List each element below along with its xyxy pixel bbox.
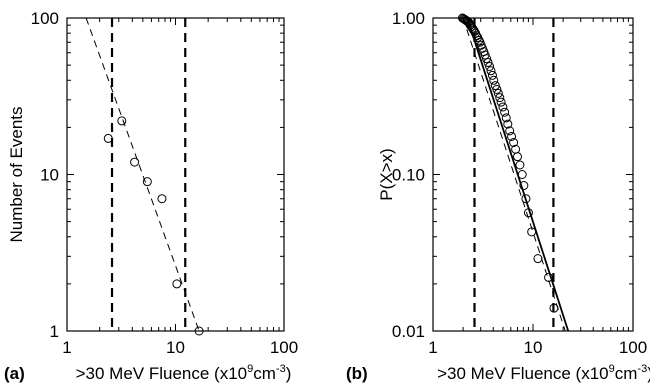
panel-b-data-point — [487, 70, 497, 80]
panel-a-x-tick-label: 10 — [166, 338, 185, 357]
panel-b-y-tick-label: 0.10 — [392, 166, 425, 185]
panel-a-y-tick-label: 1 — [50, 322, 59, 341]
panel-a-panel-label: (a) — [4, 364, 25, 383]
panel-b-data-point — [509, 138, 519, 148]
panel-b-data-point — [521, 194, 531, 204]
panel-b-y-tick-label: 0.01 — [392, 322, 425, 341]
panel-b-data-point — [519, 181, 529, 191]
panel-b-data-point — [544, 272, 554, 282]
panel-b-data-point — [490, 81, 500, 91]
panel-a-x-axis-label: >30 MeV Fluence (x109cm-3) — [76, 363, 292, 383]
panel-b-data-point — [498, 102, 508, 112]
panel-b-data-point — [483, 57, 493, 67]
panel-b-data-point — [527, 227, 537, 237]
panel-b-data-point — [465, 20, 475, 30]
panel-a-data-point — [157, 194, 167, 204]
panel-a-group: 1 10 100 1 10 100 >30 MeV Fluence (x109cm-3) Nu… — [4, 9, 298, 383]
panel-b-plot-area — [462, 18, 570, 331]
panel-b-data-point — [533, 254, 543, 264]
panel-b-x-tick-label: 1 — [428, 338, 437, 357]
panel-a-y-axis-label: Number of Events — [7, 106, 26, 242]
panel-a-ticks — [66, 18, 284, 332]
panel-a-data-point — [117, 116, 127, 126]
panel-b-data-point — [500, 107, 510, 117]
panel-b-data-point — [489, 75, 499, 85]
panel-b-data-point — [507, 131, 517, 141]
panel-a-data-point — [194, 326, 204, 336]
panel-a-fit-line — [85, 18, 200, 331]
panel-b-data-point — [511, 144, 521, 154]
panel-b-data-point — [523, 208, 533, 218]
panel-b-data-point — [486, 66, 496, 76]
panel-b-data-point — [517, 170, 527, 179]
panel-b-data-point — [513, 152, 523, 162]
panel-b-x-tick-label: 10 — [524, 338, 543, 357]
panel-b-y-tick-label: 1.00 — [392, 9, 425, 28]
panel-a-y-tick-label: 100 — [31, 9, 59, 28]
panel-a-data-point — [103, 133, 113, 143]
panel-b-y-axis-label: P(X>x) — [377, 148, 396, 200]
panel-b-x-axis-label: >30 MeV Fluence (x109cm-3) — [437, 363, 650, 383]
panel-b-data-point — [549, 303, 559, 313]
panel-a-x-tick-label: 1 — [62, 338, 71, 357]
panel-b-data-point — [493, 88, 503, 98]
panel-b-data-point — [501, 113, 511, 123]
panel-b-plot-frame — [432, 17, 634, 332]
panel-a-plot-area — [85, 18, 200, 331]
panel-b-data-point — [503, 119, 513, 129]
panel-b-data-point — [515, 160, 525, 170]
panel-b-data-point — [492, 84, 502, 94]
panel-a-x-tick-label: 100 — [270, 338, 298, 357]
panel-b-data-point — [485, 61, 495, 71]
panel-b-data-point — [505, 126, 515, 136]
panel-b-data-point — [496, 97, 506, 107]
panel-b-group: 1 10 100 0.01 0.10 1.00 >30 MeV Fluence (x109c… — [346, 9, 650, 383]
panel-b-ticks — [432, 18, 633, 332]
panel-a-y-tick-label: 10 — [40, 166, 59, 185]
panel-b-data-point — [474, 35, 484, 45]
panel-b-x-tick-label: 100 — [619, 338, 647, 357]
panel-a-data-point — [172, 279, 182, 289]
panel-b-data-point — [495, 93, 505, 103]
panel-a-data-point — [130, 157, 140, 167]
panel-b-panel-label: (b) — [346, 364, 368, 383]
panel-b-data-point — [482, 54, 492, 64]
panel-a-data-point — [142, 177, 152, 187]
panel-b-fit-line — [462, 18, 566, 331]
